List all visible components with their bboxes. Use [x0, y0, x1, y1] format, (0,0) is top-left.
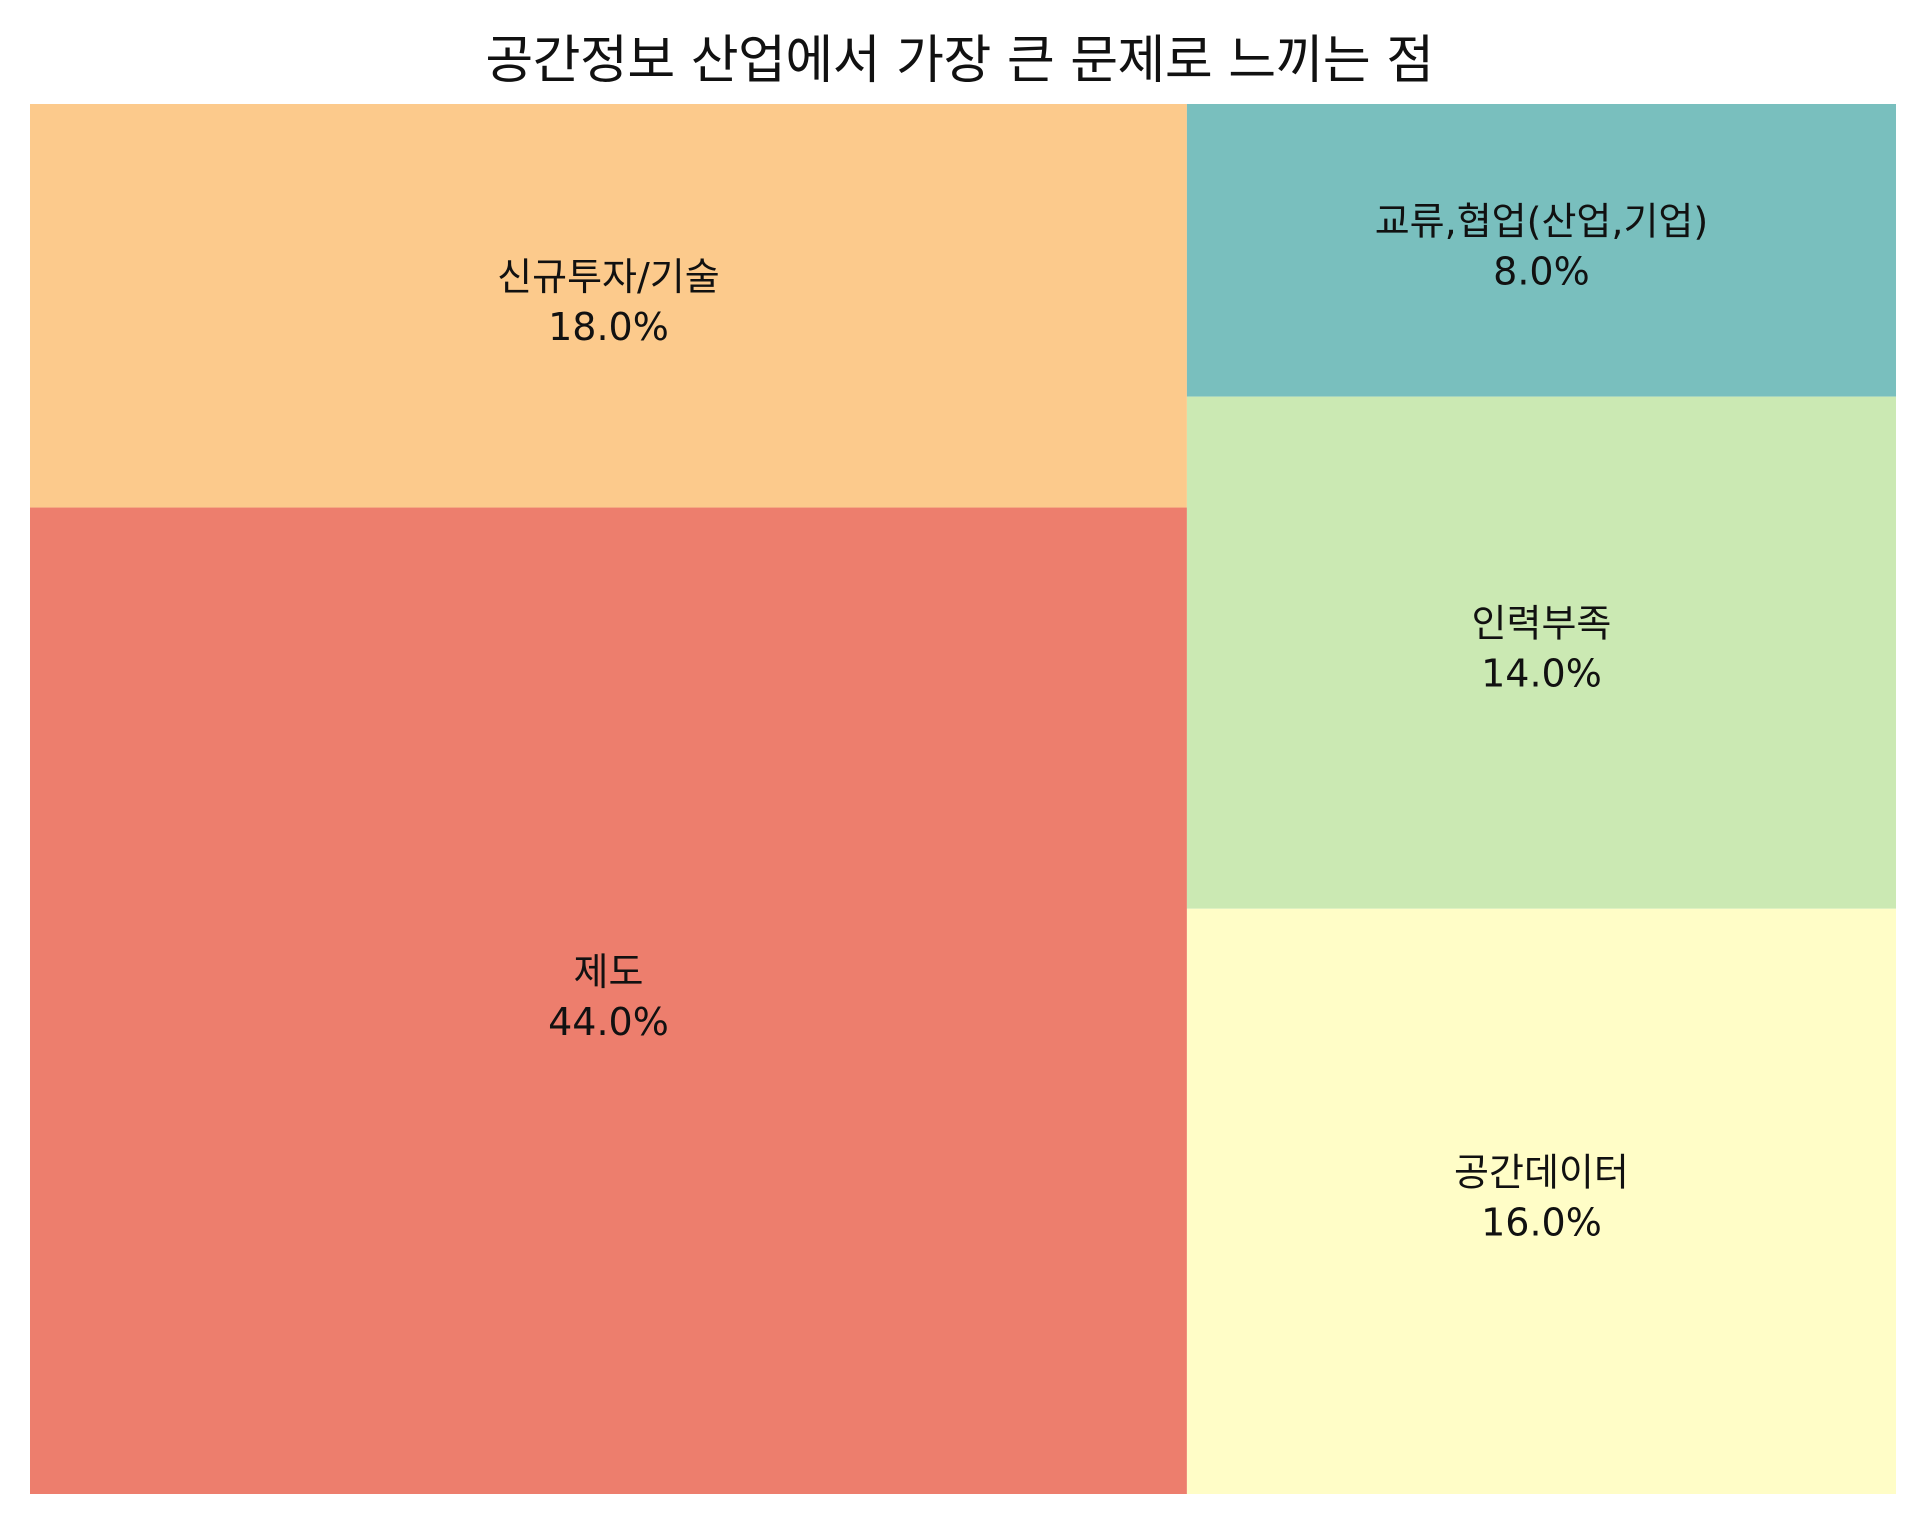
tile-category-label: 교류,협업(산업,기업) — [1375, 199, 1709, 243]
treemap-tile-4 — [1186, 104, 1896, 397]
treemap-tile-0 — [30, 507, 1187, 1494]
tile-value-label: 14.0% — [1481, 652, 1602, 696]
treemap-tile-2 — [1186, 908, 1896, 1494]
tile-value-label: 16.0% — [1481, 1200, 1602, 1244]
chart-title: 공간정보 산업에서 가장 큰 문제로 느끼는 점 — [485, 31, 1434, 91]
treemap-tile-3 — [1186, 396, 1896, 909]
tile-value-label: 18.0% — [548, 305, 669, 349]
tile-category-label: 신규투자/기술 — [497, 255, 720, 299]
tile-category-label: 제도 — [573, 950, 643, 994]
treemap-tile-1 — [30, 104, 1187, 508]
tile-value-label: 8.0% — [1493, 249, 1590, 293]
tile-value-label: 44.0% — [548, 1000, 669, 1044]
tile-category-label: 공간데이터 — [1454, 1150, 1629, 1194]
tile-category-label: 인력부족 — [1472, 602, 1612, 646]
